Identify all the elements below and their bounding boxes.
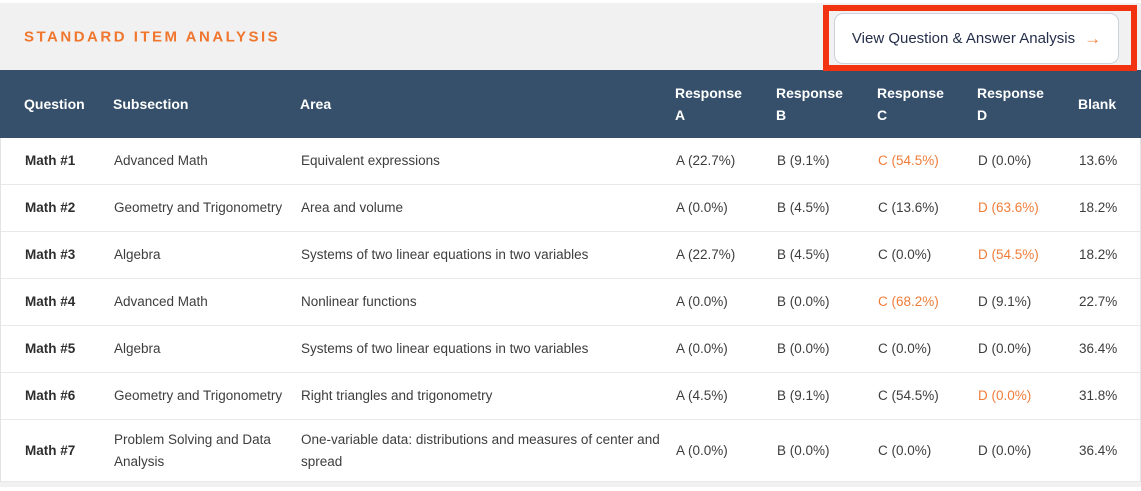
- col-header-response-c: Response C: [877, 84, 944, 123]
- response-a-cell: A (0.0%): [676, 294, 728, 310]
- subsection-cell: Algebra: [114, 341, 161, 357]
- blank-cell: 18.2%: [1079, 200, 1118, 216]
- table-body: Math #1 Advanced Math Equivalent express…: [0, 138, 1141, 483]
- response-c-cell: C (54.5%): [878, 153, 939, 169]
- area-cell: Systems of two linear equations in two v…: [301, 247, 589, 263]
- area-cell: One-variable data: distributions and mea…: [301, 432, 660, 469]
- subsection-cell: Geometry and Trigonometry: [114, 200, 283, 216]
- blank-cell: 36.4%: [1079, 341, 1118, 357]
- page-title: STANDARD ITEM ANALYSIS: [24, 28, 281, 45]
- subsection-cell: Geometry and Trigonometry: [114, 388, 283, 404]
- subsection-cell: Algebra: [114, 247, 161, 263]
- col-header-question: Question: [24, 95, 85, 112]
- col-header-blank: Blank: [1078, 95, 1117, 112]
- view-question-answer-analysis-button[interactable]: View Question & Answer Analysis →: [834, 13, 1119, 64]
- response-d-cell: D (9.1%): [978, 294, 1032, 310]
- response-b-cell: B (0.0%): [777, 341, 830, 357]
- area-cell: Equivalent expressions: [301, 153, 440, 169]
- col-header-response-a: Response A: [675, 84, 742, 123]
- question-cell: Math #2: [25, 200, 76, 216]
- response-b-cell: B (4.5%): [777, 247, 830, 263]
- page-background-strip: [0, 482, 1141, 488]
- response-b-cell: B (0.0%): [777, 294, 830, 310]
- table-header-row: Question Subsection Area Response A Resp…: [0, 70, 1141, 138]
- table-row: Math #5 Algebra Systems of two linear eq…: [1, 326, 1140, 373]
- table-row: Math #6 Geometry and Trigonometry Right …: [1, 373, 1140, 420]
- response-b-cell: B (0.0%): [777, 442, 830, 458]
- blank-cell: 36.4%: [1079, 442, 1118, 458]
- question-cell: Math #3: [25, 247, 76, 263]
- blank-cell: 31.8%: [1079, 388, 1118, 404]
- table-row: Math #2 Geometry and Trigonometry Area a…: [1, 185, 1140, 232]
- question-cell: Math #4: [25, 294, 76, 310]
- col-header-response-b: Response B: [776, 84, 843, 123]
- response-c-cell: C (0.0%): [878, 247, 932, 263]
- response-d-cell: D (54.5%): [978, 247, 1039, 263]
- response-a-cell: A (0.0%): [676, 341, 728, 357]
- question-cell: Math #7: [25, 442, 76, 458]
- col-header-response-d: Response D: [977, 84, 1044, 123]
- table-row: Math #3 Algebra Systems of two linear eq…: [1, 232, 1140, 279]
- response-c-cell: C (0.0%): [878, 442, 932, 458]
- response-a-cell: A (4.5%): [676, 388, 728, 404]
- response-d-cell: D (0.0%): [978, 388, 1032, 404]
- col-header-area: Area: [300, 95, 332, 112]
- response-c-cell: C (13.6%): [878, 200, 939, 216]
- area-cell: Right triangles and trigonometry: [301, 388, 493, 404]
- question-cell: Math #1: [25, 153, 76, 169]
- question-cell: Math #6: [25, 388, 76, 404]
- response-c-cell: C (0.0%): [878, 341, 932, 357]
- blank-cell: 18.2%: [1079, 247, 1118, 263]
- blank-cell: 22.7%: [1079, 294, 1118, 310]
- response-a-cell: A (0.0%): [676, 200, 728, 216]
- table-row: Math #7 Problem Solving and Data Analysi…: [1, 420, 1140, 483]
- area-cell: Nonlinear functions: [301, 294, 417, 310]
- col-header-subsection: Subsection: [113, 95, 189, 112]
- response-c-cell: C (54.5%): [878, 388, 939, 404]
- response-d-cell: D (63.6%): [978, 200, 1039, 216]
- response-b-cell: B (9.1%): [777, 388, 830, 404]
- response-c-cell: C (68.2%): [878, 294, 939, 310]
- subsection-cell: Advanced Math: [114, 294, 208, 310]
- response-a-cell: A (0.0%): [676, 442, 728, 458]
- question-cell: Math #5: [25, 341, 76, 357]
- response-d-cell: D (0.0%): [978, 442, 1032, 458]
- section-header: STANDARD ITEM ANALYSIS View Question & A…: [0, 0, 1141, 71]
- table-row: Math #4 Advanced Math Nonlinear function…: [1, 279, 1140, 326]
- response-b-cell: B (9.1%): [777, 153, 830, 169]
- response-a-cell: A (22.7%): [676, 153, 736, 169]
- response-d-cell: D (0.0%): [978, 153, 1032, 169]
- area-cell: Systems of two linear equations in two v…: [301, 341, 589, 357]
- subsection-cell: Problem Solving and Data Analysis: [114, 432, 271, 469]
- area-cell: Area and volume: [301, 200, 404, 216]
- response-d-cell: D (0.0%): [978, 341, 1032, 357]
- button-label: View Question & Answer Analysis: [851, 30, 1076, 47]
- blank-cell: 13.6%: [1079, 153, 1118, 169]
- subsection-cell: Advanced Math: [114, 153, 208, 169]
- response-b-cell: B (4.5%): [777, 200, 830, 216]
- response-a-cell: A (22.7%): [676, 247, 736, 263]
- arrow-right-icon: →: [1084, 29, 1102, 48]
- next-section-edge: [0, 487, 1141, 491]
- table-row: Math #1 Advanced Math Equivalent express…: [1, 138, 1140, 185]
